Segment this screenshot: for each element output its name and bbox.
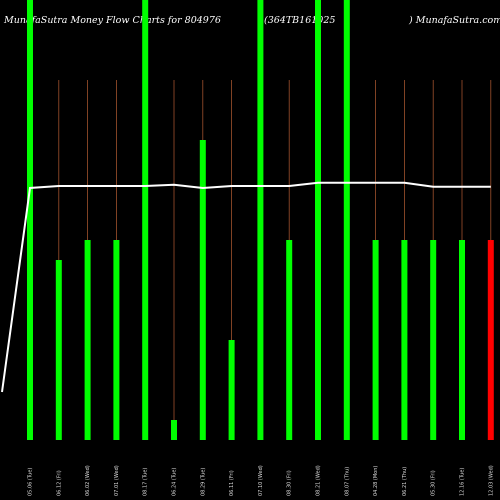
bar-8 <box>228 340 235 440</box>
chart-title-left: MunafaSutra Money Flow Charts for 804976 <box>3 15 221 26</box>
x-tick-label-7: 08.29 (Tue) <box>200 468 206 496</box>
bar-7 <box>199 140 206 440</box>
x-tick-label-17: 12.03 (Wed) <box>488 465 494 496</box>
x-tick-label-15: 05.30 (Fri) <box>431 470 437 496</box>
bar-5 <box>142 0 149 440</box>
bar-4 <box>113 240 120 440</box>
bar-16 <box>459 240 465 440</box>
chart-title-center: (364TB161025 <box>264 15 335 26</box>
x-tick-label-10: 08.30 (Fri) <box>287 470 293 496</box>
bar-3 <box>84 240 91 440</box>
x-tick-label-8: 06.11 (Fri) <box>229 470 235 496</box>
bar-15 <box>430 240 437 440</box>
x-tick-label-6: 06.24 (Tue) <box>172 468 178 496</box>
x-tick-label-14: 06.21 (Thu) <box>402 467 408 496</box>
bar-13 <box>372 240 379 440</box>
bar-10 <box>286 240 293 440</box>
bar-2 <box>55 260 62 440</box>
x-tick-label-9: 07.10 (Wed) <box>258 465 264 496</box>
bar-17 <box>487 240 494 440</box>
x-tick-label-11: 08.21 (Wed) <box>316 465 322 496</box>
bar-9 <box>257 0 264 440</box>
x-tick-label-16: 12.16 (Tue) <box>460 468 466 496</box>
x-tick-labels: 05.06 (Tue) 06.12 (Fri) 06.02 (Wed) 07.01 (… <box>28 465 495 496</box>
x-tick-label-2: 06.12 (Fri) <box>56 470 62 496</box>
x-tick-label-13: 04.28 (Mon) <box>373 466 379 496</box>
x-tick-label-4: 07.01 (Wed) <box>114 465 120 496</box>
bar-14 <box>401 240 408 440</box>
x-tick-label-12: 08.07 (Thu) <box>344 467 350 496</box>
x-tick-label-1: 05.06 (Tue) <box>28 468 34 496</box>
x-tick-label-3: 06.02 (Wed) <box>85 465 91 496</box>
x-tick-label-5: 08.17 (Tue) <box>143 468 149 496</box>
bar-1 <box>27 0 33 440</box>
bar-11 <box>315 0 321 440</box>
chart-title-right: ) MunafaSutra.com <box>408 15 500 26</box>
money-flow-line-path <box>1 181 491 393</box>
bars <box>27 0 494 440</box>
bar-6 <box>171 420 177 440</box>
money-flow-line <box>1 181 491 393</box>
bar-12 <box>343 0 350 440</box>
